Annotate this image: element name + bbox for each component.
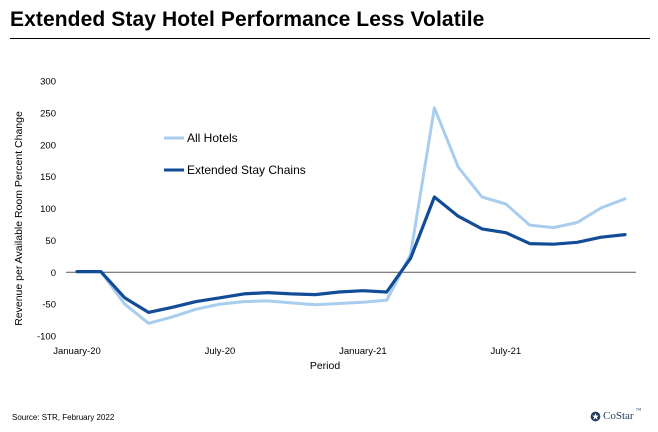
chart-title: Extended Stay Hotel Performance Less Vol…: [10, 8, 485, 31]
x-tick-label: January-21: [339, 346, 387, 357]
y-tick-label: 100: [40, 204, 56, 215]
y-tick-label: 150: [40, 172, 56, 183]
series-line-extended-stay-chains: [75, 195, 627, 314]
y-tick-label: 250: [40, 108, 56, 119]
series-lines: [75, 106, 627, 325]
y-tick-label: -100: [37, 332, 56, 343]
star-logo-icon: [590, 411, 601, 421]
y-axis-label: Revenue per Available Room Percent Chang…: [13, 111, 25, 326]
costar-logo: CoStar ™: [590, 408, 641, 424]
title-divider: [10, 38, 650, 39]
y-axis-ticks: -100 -50 0 50 100 150 200 250 300: [37, 77, 56, 343]
legend-label: Extended Stay Chains: [187, 163, 306, 177]
y-tick-label: 0: [51, 268, 56, 279]
x-tick-label: January-20: [53, 346, 101, 357]
legend: All Hotels Extended Stay Chains: [164, 131, 306, 177]
x-axis-ticks: January-20 July-20 January-21 July-21: [53, 346, 521, 357]
y-tick-label: 50: [45, 236, 56, 247]
logo-trademark: ™: [635, 408, 642, 414]
y-tick-label: -50: [42, 300, 56, 311]
y-tick-label: 300: [40, 77, 56, 88]
y-tick-label: 200: [40, 140, 56, 151]
x-axis-label: Period: [310, 360, 341, 372]
source-note: Source: STR, February 2022: [12, 413, 115, 422]
legend-label: All Hotels: [187, 131, 238, 145]
series-line-all-hotels: [75, 106, 627, 325]
logo-text: CoStar: [603, 410, 634, 422]
x-tick-label: July-21: [491, 346, 522, 357]
x-tick-label: July-20: [205, 346, 236, 357]
